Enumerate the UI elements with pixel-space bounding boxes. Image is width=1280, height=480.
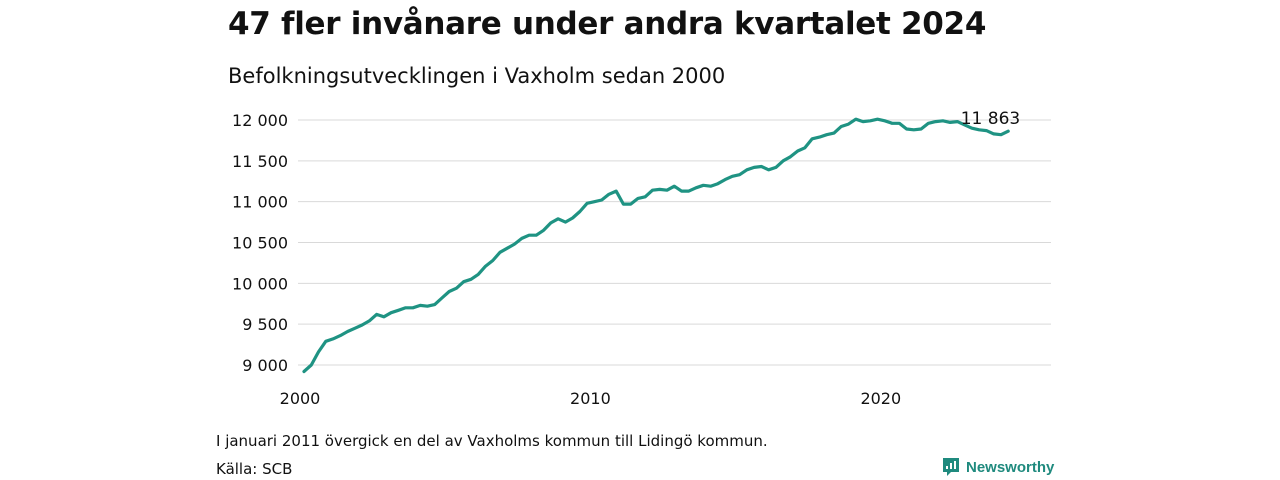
newsworthy-brand[interactable]: Newsworthy xyxy=(942,457,1054,477)
x-tick-label: 2000 xyxy=(280,389,321,408)
x-tick-label: 2010 xyxy=(570,389,611,408)
brand-name: Newsworthy xyxy=(966,458,1055,476)
source-credit: Källa: SCB xyxy=(216,460,293,478)
y-tick-label: 9 000 xyxy=(242,356,288,375)
chart-subtitle: Befolkningsutvecklingen i Vaxholm sedan … xyxy=(228,64,726,88)
y-tick-label: 9 500 xyxy=(242,315,288,334)
end-value-label: 11 863 xyxy=(961,109,1020,129)
x-tick-label: 2020 xyxy=(860,389,901,408)
y-tick-label: 12 000 xyxy=(232,111,288,130)
y-tick-label: 11 500 xyxy=(232,152,288,171)
newsworthy-logo-icon xyxy=(942,457,960,477)
y-tick-label: 10 000 xyxy=(232,274,288,293)
chart-title: 47 fler invånare under andra kvartalet 2… xyxy=(228,6,987,42)
chart-footnote: I januari 2011 övergick en del av Vaxhol… xyxy=(216,432,768,450)
y-tick-label: 11 000 xyxy=(232,193,288,212)
series-line xyxy=(302,117,1010,374)
y-tick-label: 10 500 xyxy=(232,234,288,253)
